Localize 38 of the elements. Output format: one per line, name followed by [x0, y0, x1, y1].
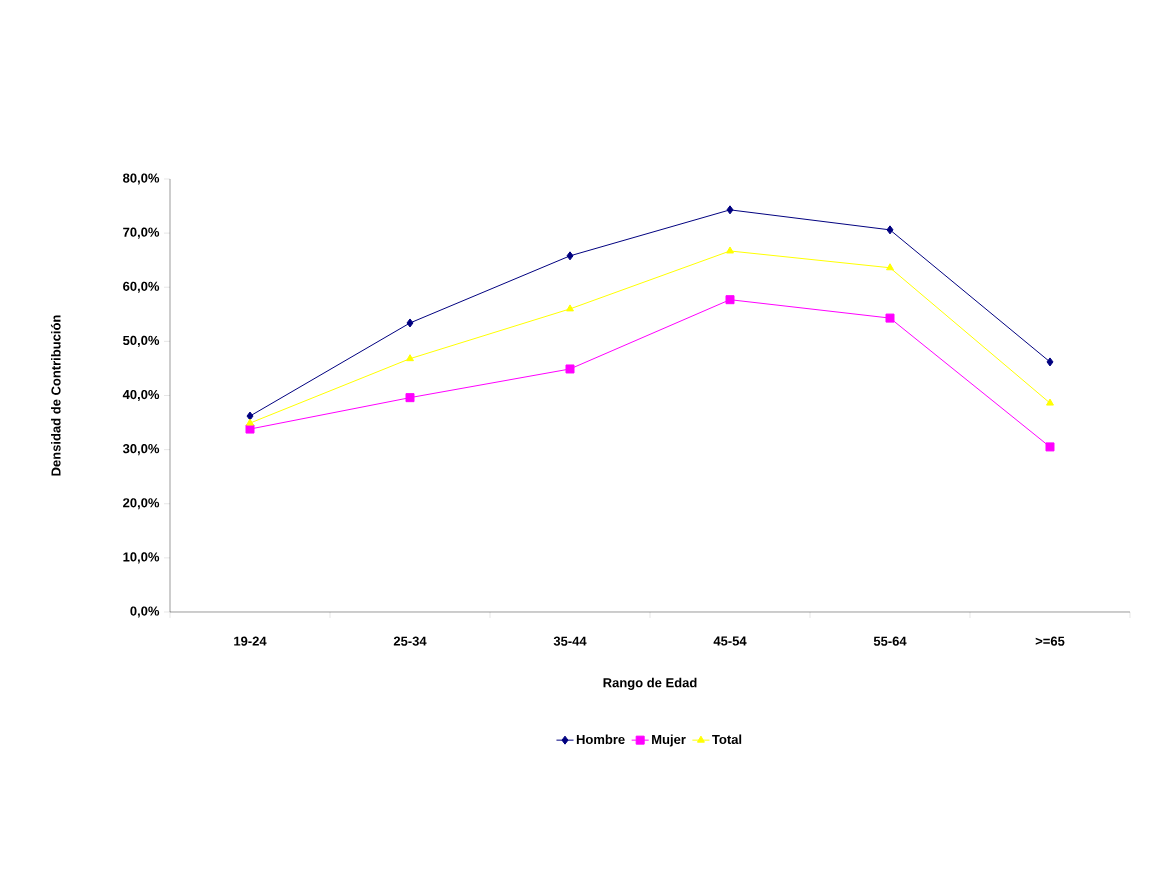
y-tick-label: 10,0% [123, 552, 160, 564]
x-tick-label: >=65 [1035, 636, 1065, 646]
x-axis-title: Rango de Edad [603, 677, 697, 690]
point [246, 418, 254, 426]
x-tick-label: 25-34 [393, 636, 427, 646]
y-tick-label: 0,0% [130, 606, 160, 618]
y-axis-title: Densidad de Contribución [50, 315, 61, 476]
point [566, 251, 574, 261]
x-tick-label: 55-64 [873, 636, 907, 646]
point [246, 411, 254, 421]
legend-label: Total [712, 734, 742, 745]
y-tick-label: 40,0% [122, 389, 160, 402]
y-tick-label: 70,0% [123, 227, 160, 239]
point [406, 318, 414, 328]
point [886, 225, 894, 235]
point [1046, 398, 1054, 406]
point [566, 304, 574, 312]
point [886, 263, 894, 271]
y-tick-label: 80,0% [123, 173, 160, 185]
point [406, 354, 414, 362]
x-tick-label: 45-54 [713, 636, 747, 646]
point [725, 295, 735, 305]
point [726, 246, 734, 254]
point [405, 393, 415, 403]
x-tick-label: 35-44 [553, 636, 587, 646]
point [245, 424, 255, 434]
point [565, 364, 575, 374]
legend-label: Hombre [576, 734, 625, 745]
point [726, 205, 734, 215]
point [1046, 357, 1054, 367]
y-tick-label: 30,0% [122, 444, 160, 456]
legend-label: Mujer [652, 734, 686, 747]
y-tick-label: 60,0% [123, 281, 160, 293]
y-tick-label: 20,0% [123, 498, 160, 510]
x-tick-label: 19-24 [234, 636, 267, 646]
point [885, 313, 895, 323]
point [1045, 442, 1055, 452]
y-tick-label: 50,0% [123, 335, 160, 347]
